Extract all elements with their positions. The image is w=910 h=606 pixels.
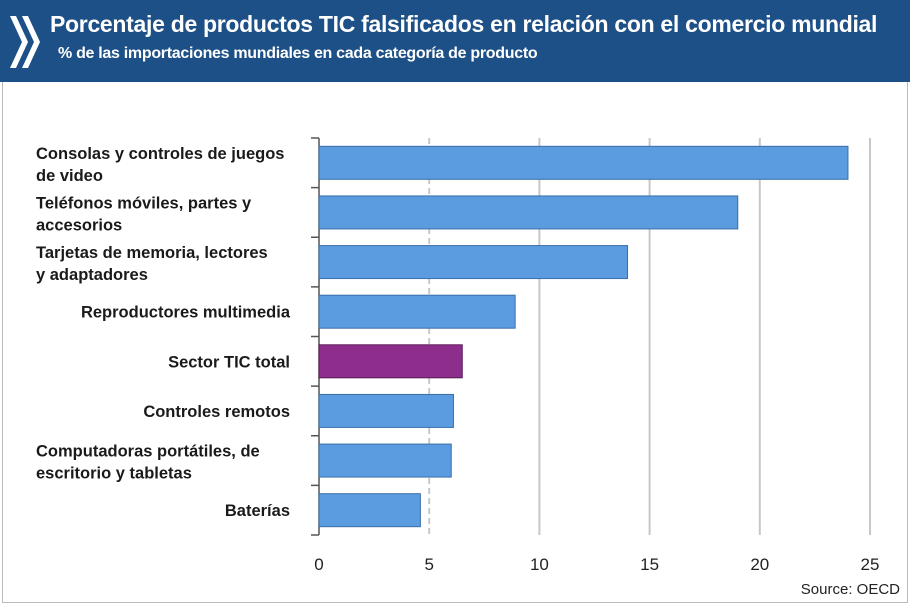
x-tick-label: 15 <box>640 555 659 574</box>
x-tick-label: 25 <box>861 555 880 574</box>
category-label: y adaptadores <box>36 266 148 284</box>
category-label: Computadoras portátiles, de <box>36 443 260 461</box>
oecd-chevron-logo-icon <box>10 16 40 68</box>
x-tick-label: 20 <box>750 555 769 574</box>
x-tick-label: 10 <box>530 555 549 574</box>
category-label: Consolas y controles de juegos <box>36 145 284 163</box>
chart-subtitle: % de las importaciones mundiales en cada… <box>58 45 538 62</box>
category-label: escritorio y tabletas <box>36 465 192 483</box>
category-label: Tarjetas de memoria, lectores <box>36 244 268 262</box>
x-tick-label: 5 <box>424 555 433 574</box>
category-label: Teléfonos móviles, partes y <box>36 194 252 212</box>
bar <box>318 195 739 230</box>
category-label: de video <box>36 167 103 185</box>
category-label: Baterías <box>225 502 290 520</box>
source-note: Source: OECD <box>800 581 900 598</box>
category-label: Controles remotos <box>143 403 290 421</box>
bar <box>318 493 421 528</box>
bar <box>318 344 463 379</box>
category-label: Reproductores multimedia <box>81 304 291 322</box>
category-label: accesorios <box>36 216 122 234</box>
chart-title: Porcentaje de productos TIC falsificados… <box>50 11 878 37</box>
bar <box>318 294 516 329</box>
bar <box>318 145 849 180</box>
x-tick-label: 0 <box>314 555 323 574</box>
chart-frame <box>2 82 908 603</box>
bar <box>318 443 452 478</box>
bar <box>318 245 629 280</box>
category-label: Sector TIC total <box>168 353 290 371</box>
bar <box>318 393 454 428</box>
header-banner: Porcentaje de productos TIC falsificados… <box>0 0 910 82</box>
